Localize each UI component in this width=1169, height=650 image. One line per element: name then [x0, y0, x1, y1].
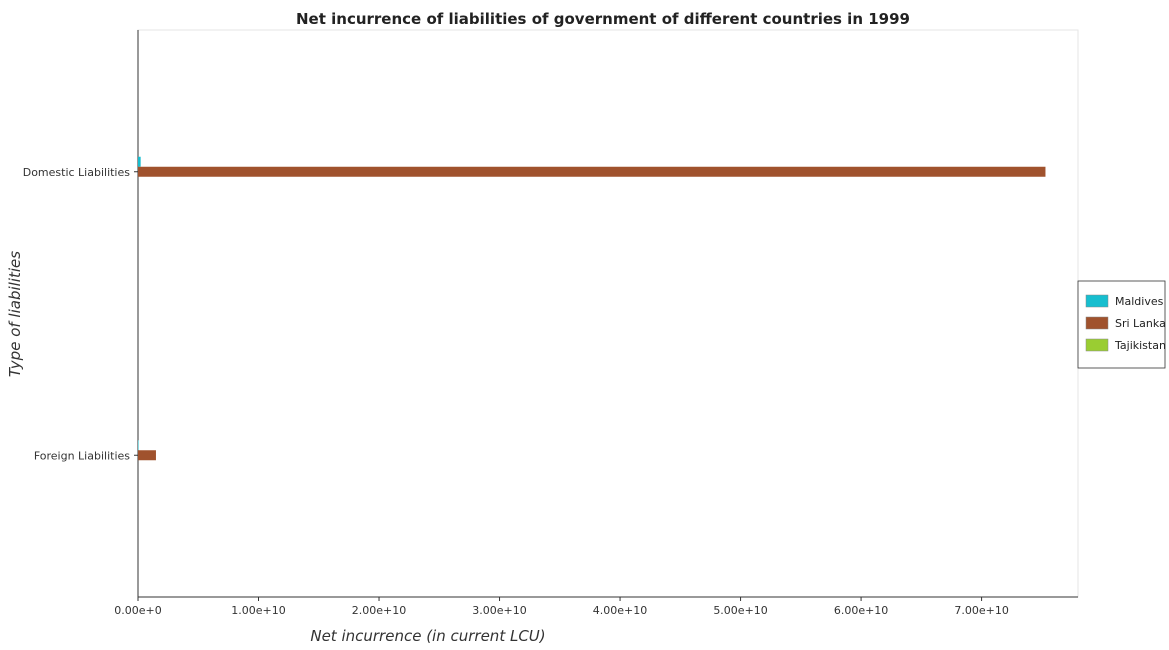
x-tick-label: 7.00e+10 [954, 604, 1008, 617]
y-axis-label: Type of liabilities [6, 251, 24, 377]
x-tick-label: 1.00e+10 [231, 604, 285, 617]
x-ticks: 0.00e+0 1.00e+10 2.00e+10 3.00e+10 4.00e+10 5… [114, 597, 1009, 617]
x-tick-label: 2.00e+10 [352, 604, 406, 617]
bar-sri-lanka [138, 450, 156, 461]
legend-swatch [1085, 316, 1109, 330]
legend-swatch [1085, 338, 1109, 352]
axes [137, 30, 1078, 598]
bar-maldives [138, 156, 141, 167]
plot-area [137, 29, 1079, 598]
x-tick-label: 5.00e+10 [713, 604, 767, 617]
x-axis-label: Net incurrence (in current LCU) [310, 627, 545, 645]
chart-title: Net incurrence of liabilities of governm… [296, 10, 910, 28]
bars [138, 156, 1046, 461]
legend-label: Maldives [1115, 295, 1164, 308]
legend-label: Sri Lanka [1115, 317, 1166, 330]
x-tick-label: 0.00e+0 [114, 604, 161, 617]
legend-label: Tajikistan [1114, 339, 1166, 352]
legend-swatch [1085, 294, 1109, 308]
x-tick-label: 3.00e+10 [472, 604, 526, 617]
x-tick-label: 6.00e+10 [834, 604, 888, 617]
y-category-label: Domestic Liabilities [23, 166, 131, 179]
bar-sri-lanka [138, 166, 1046, 177]
x-tick-label: 4.00e+10 [593, 604, 647, 617]
legend: Maldives Sri Lanka Tajikistan [1077, 280, 1166, 369]
y-category-labels: Domestic Liabilities Foreign Liabilities [23, 166, 138, 462]
y-category-label: Foreign Liabilities [34, 449, 130, 462]
